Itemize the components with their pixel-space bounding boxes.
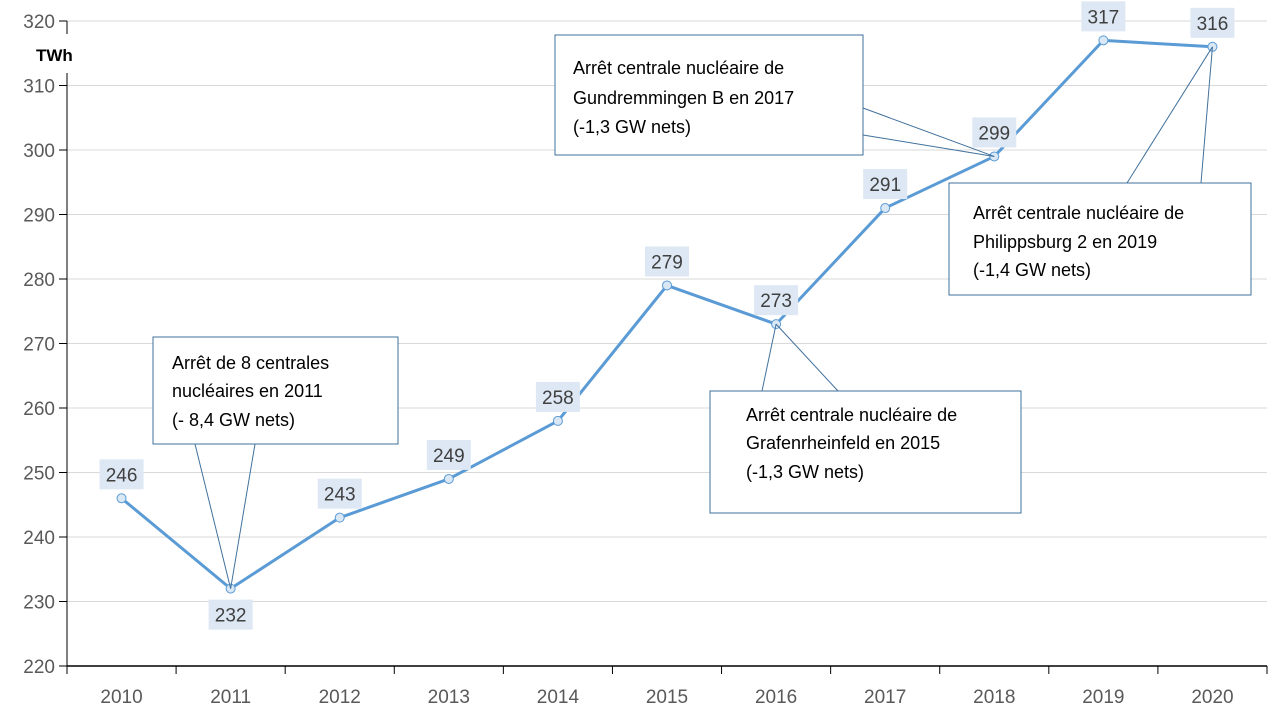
callout: Arrêt centrale nucléaire de Gundremmingen… (554, 34, 995, 157)
x-tick-label: 2020 (1191, 687, 1233, 708)
callout-text: (-1,3 GW nets) (573, 117, 691, 137)
data-label: 249 (433, 446, 465, 467)
data-label-bg (972, 117, 1017, 148)
data-labels: 246 232 243 249 258 279 273 291 299 317 316 (99, 1, 1235, 630)
callout-text: (-1,3 GW nets) (746, 462, 864, 482)
x-tick-label: 2015 (646, 687, 688, 708)
x-tick-label: 2018 (973, 687, 1015, 708)
callout-text: Gundremmingen B en 2017 (573, 88, 794, 108)
data-point-marker (880, 203, 891, 214)
data-label-bg (317, 478, 362, 509)
x-tick-label: 2016 (755, 687, 797, 708)
callout-pointer (862, 107, 995, 157)
y-tick-label: 290 (23, 206, 55, 227)
data-label-bg (1190, 7, 1235, 38)
callout: Arrêt de 8 centrales nucléaires en 2011 (-… (152, 336, 399, 589)
y-tick-label: 270 (23, 335, 55, 356)
callout-text: nucléaires en 2011 (172, 381, 323, 401)
data-label: 316 (1197, 14, 1229, 35)
callout-box (152, 336, 399, 445)
x-tick-label: 2019 (1082, 687, 1124, 708)
data-point-marker (662, 280, 672, 291)
y-tick-label: 250 (23, 464, 55, 485)
callout-text: Philippsburg 2 en 2019 (973, 232, 1157, 252)
data-label-bg (99, 459, 144, 490)
y-tick-label: 310 (23, 77, 55, 98)
data-point-marker (116, 493, 127, 504)
callout-pointer (230, 443, 256, 589)
callout-pointer (194, 443, 232, 589)
callout: Arrêt centrale nucléaire de Grafenrheinfe… (709, 323, 1022, 514)
data-point-marker (334, 512, 345, 523)
x-tick-label: 2010 (100, 687, 142, 708)
callout-text: Arrêt centrale nucléaire de (973, 203, 1184, 223)
data-label: 273 (760, 291, 792, 312)
callout-text: Arrêt centrale nucléaire de (573, 58, 784, 78)
data-label-bg (426, 439, 471, 470)
callouts: Arrêt de 8 centrales nucléaires en 2011 (-… (152, 34, 1252, 589)
callout-text: (-1,4 GW nets) (973, 260, 1091, 280)
x-tick-label: 2013 (428, 687, 470, 708)
y-tick-label: 240 (23, 528, 55, 549)
callout-box (554, 34, 864, 156)
y-tick-label: 280 (23, 270, 55, 291)
x-tick-label: 2012 (319, 687, 361, 708)
callout-pointer (862, 134, 995, 157)
data-label: 243 (324, 485, 356, 506)
callout-text: Grafenrheinfeld en 2015 (746, 433, 940, 453)
callout-pointer (775, 323, 839, 392)
data-label: 258 (542, 388, 574, 409)
y-tick-label: 260 (23, 399, 55, 420)
data-point-marker (443, 473, 454, 484)
callout-box (709, 390, 1022, 514)
callout-pointer (1200, 46, 1213, 184)
data-label: 291 (869, 175, 901, 196)
x-tick-label: 2017 (864, 687, 906, 708)
callout-text: Arrêt de 8 centrales (172, 353, 329, 373)
data-label-bg (754, 285, 799, 316)
callout-text: (- 8,4 GW nets) (172, 410, 295, 430)
callout: Arrêt centrale nucléaire de Philippsburg … (948, 46, 1252, 296)
callout-box (948, 182, 1252, 296)
data-label-bg (208, 599, 253, 630)
data-label-bg (535, 381, 580, 412)
y-tick-label: 320 (23, 12, 55, 33)
data-label: 317 (1088, 7, 1120, 28)
data-label-bg (645, 246, 689, 277)
x-tick-label: 2011 (210, 687, 251, 708)
data-point-marker (552, 415, 563, 426)
y-tick-label: 300 (23, 141, 55, 162)
y-tick-label: 230 (23, 593, 55, 614)
callout-text: Arrêt centrale nucléaire de (746, 405, 957, 425)
data-label-bg (1081, 1, 1126, 32)
y-tick-label: 220 (23, 657, 55, 678)
y-axis-unit: TWh (36, 46, 73, 65)
data-label: 299 (978, 123, 1010, 144)
data-label-bg (863, 169, 908, 200)
callout-pointer (761, 324, 777, 392)
x-tick-label: 2014 (537, 687, 580, 708)
data-label: 246 (106, 465, 138, 486)
data-label: 232 (215, 606, 247, 627)
data-point-marker (1098, 35, 1109, 46)
callout-pointer (1126, 46, 1213, 184)
axes: 220 230 240 250 260 270 280 290 300 310 320 2010 201… (23, 12, 1268, 708)
data-label: 279 (651, 252, 683, 273)
